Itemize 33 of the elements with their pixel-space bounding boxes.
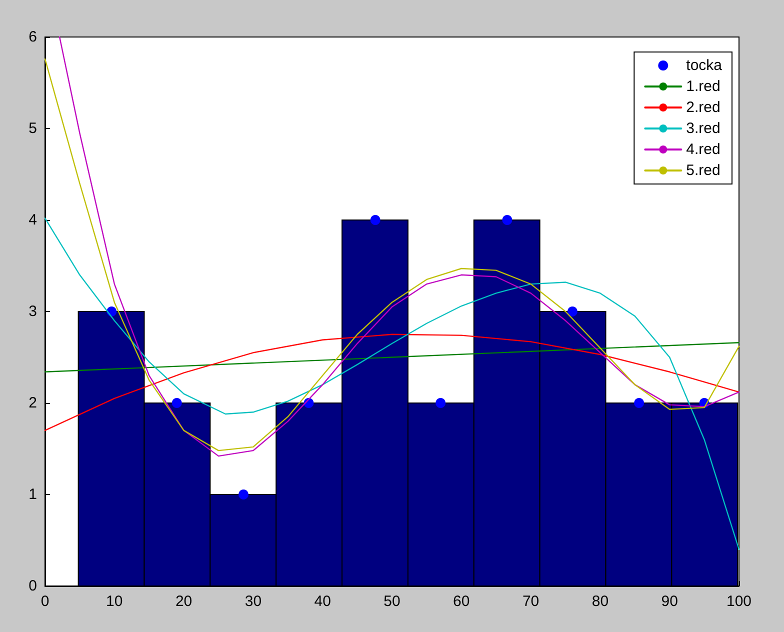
line-series (44, 218, 740, 550)
legend-label: 4.red (686, 141, 720, 158)
y-tick-label: 2 (28, 394, 37, 412)
y-tick-label: 0 (28, 578, 37, 594)
point (567, 306, 578, 316)
x-tick-label: 50 (384, 593, 400, 610)
x-tick-label: 40 (314, 593, 331, 610)
point (502, 215, 512, 225)
x-tick-label: 60 (453, 593, 470, 610)
x-tick-label: 10 (106, 593, 123, 610)
x-tick-label: 30 (244, 593, 262, 610)
x-tick-label: 100 (726, 593, 752, 610)
legend-label: 2.red (686, 99, 720, 116)
point (634, 398, 644, 408)
legend-label: tocka (686, 57, 723, 74)
x-tick-label: 70 (522, 593, 540, 610)
y-tick-label: 4 (28, 212, 37, 228)
line-series (44, 334, 740, 432)
x-tick-label: 20 (175, 593, 192, 610)
x-tick-label: 80 (592, 593, 609, 610)
y-tick-label: 3 (28, 303, 37, 320)
y-tick-label: 1 (28, 486, 37, 503)
legend-label: 5.red (686, 162, 720, 179)
x-tick-label: 0 (40, 593, 50, 610)
x-tick-label: 90 (661, 593, 678, 610)
y-tick-label: 6 (28, 28, 37, 46)
point (238, 490, 248, 500)
y-tick-label: 5 (28, 120, 37, 137)
point (436, 398, 446, 408)
legend-label: 3.red (686, 120, 720, 137)
point (370, 215, 380, 225)
legend-label: 1.red (686, 78, 720, 95)
point (172, 398, 182, 408)
